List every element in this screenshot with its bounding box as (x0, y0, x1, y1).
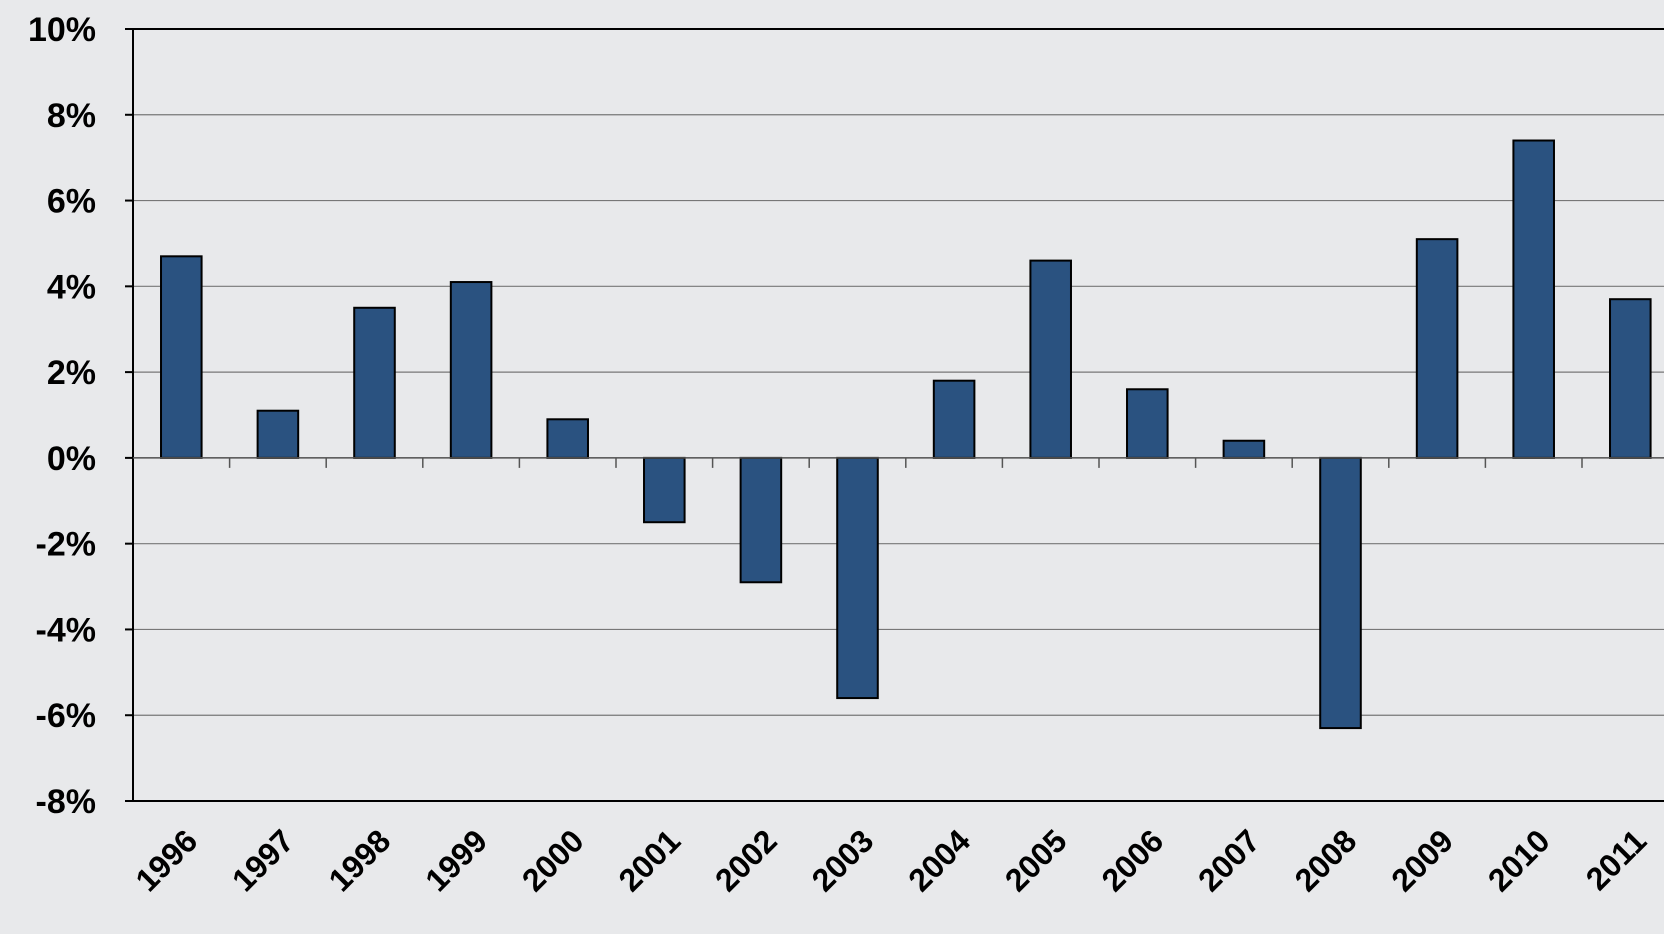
bar (256, 409, 300, 459)
y-tick-label: 8% (47, 97, 96, 135)
y-tick-label: 10% (28, 11, 96, 49)
bar (353, 306, 396, 459)
bar (449, 281, 493, 459)
bar (932, 379, 976, 459)
y-tick-label: -8% (36, 783, 96, 821)
bar (1126, 388, 1169, 459)
bar (1319, 456, 1362, 730)
bar (1609, 298, 1652, 459)
y-tick-label: 2% (47, 354, 96, 392)
y-tick-label: 4% (47, 268, 96, 306)
bar (160, 255, 203, 459)
bar (1222, 439, 1266, 459)
bar (739, 456, 783, 584)
bar (643, 456, 686, 524)
bar (1512, 139, 1555, 459)
y-tick-label: -4% (36, 611, 96, 649)
y-tick-label: -2% (36, 526, 96, 564)
bar (836, 456, 879, 700)
y-tick-label: 6% (47, 183, 96, 221)
y-tick-label: -6% (36, 697, 96, 735)
bar (1029, 259, 1072, 459)
y-tick-label: 0% (47, 440, 96, 478)
bar (546, 418, 589, 459)
bar (1415, 238, 1459, 459)
